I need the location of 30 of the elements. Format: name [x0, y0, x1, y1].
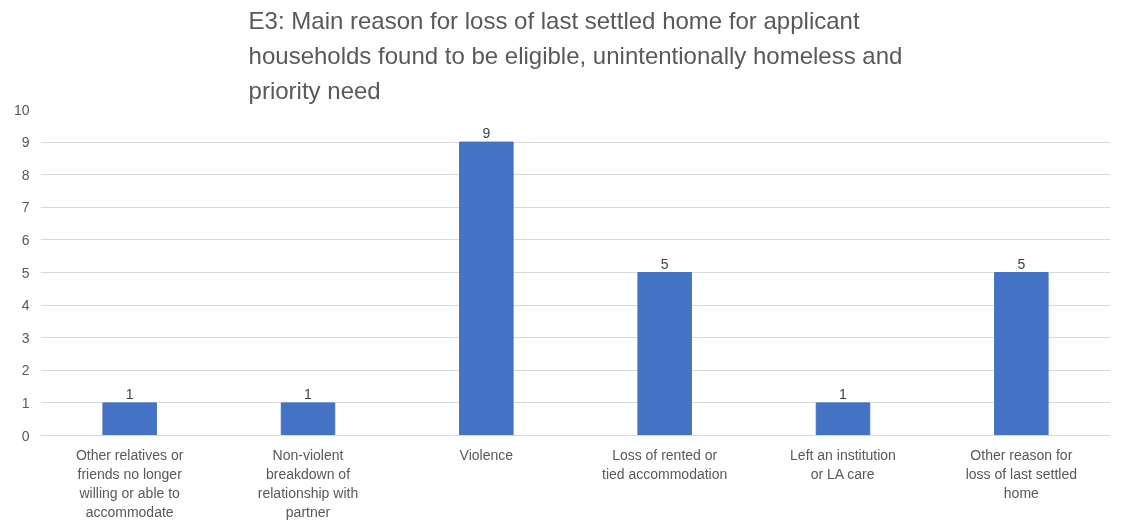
bar: [637, 272, 692, 436]
y-tick-label: 7: [21, 199, 30, 216]
y-tick-label: 2: [21, 362, 30, 379]
data-label: 9: [482, 125, 491, 142]
bar: [815, 402, 871, 436]
y-tick-label: 3: [21, 329, 30, 346]
bar: [280, 402, 336, 436]
data-label: 1: [304, 385, 313, 402]
x-tick-label: Non-violent breakdown of relationship with partner: [257, 446, 359, 521]
y-tick-label: 8: [21, 166, 30, 183]
x-tick-label: Other relatives or friends no longer willing or able to accommodate: [75, 446, 184, 521]
bar: [459, 141, 514, 436]
bar: [994, 272, 1049, 436]
x-tick-label: Left an institution or LA care: [790, 446, 896, 482]
data-label: 1: [125, 385, 134, 402]
y-tick-label: 6: [21, 231, 30, 248]
x-tick-label: Loss of rented or tied accommodation: [602, 446, 728, 482]
y-tick-label: 1: [21, 394, 30, 411]
data-label: 5: [1017, 255, 1026, 272]
bar: [102, 402, 157, 436]
y-tick-label: 4: [21, 297, 30, 314]
data-label: 1: [839, 385, 848, 402]
y-tick-label: 10: [13, 101, 30, 118]
data-label: 5: [660, 255, 669, 272]
y-tick-label: 0: [21, 427, 30, 444]
y-tick-label: 5: [21, 264, 30, 281]
y-tick-label: 9: [21, 134, 30, 151]
chart-title: E3: Main reason for loss of last settled home for applicant households found to be eligible, unintentionally homeless and priority need: [248, 7, 903, 105]
x-tick-label: Violence: [459, 446, 514, 463]
x-tick-label: Other reason for loss of last settled home: [965, 446, 1077, 501]
